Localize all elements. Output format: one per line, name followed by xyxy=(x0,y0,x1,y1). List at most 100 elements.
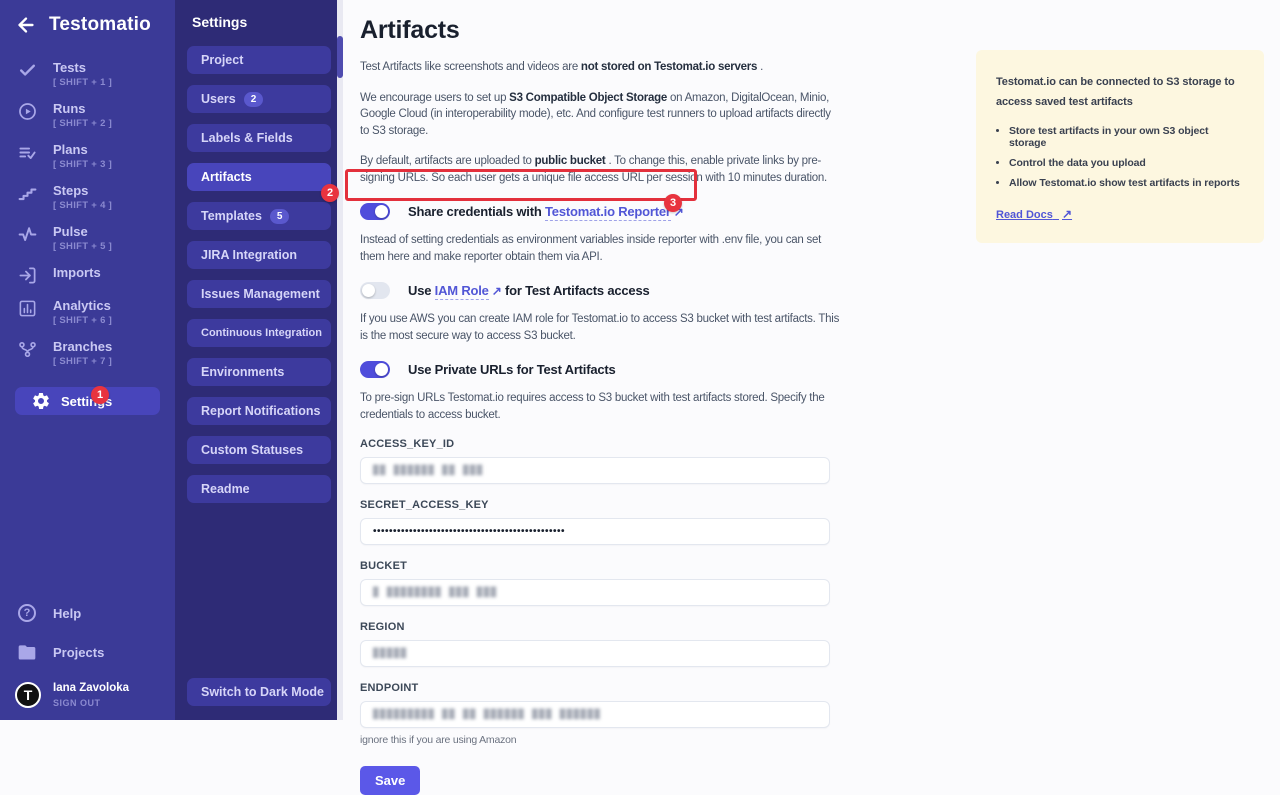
sidebar-bottom: Help Projects T Iana Zavoloka SIGN OUT xyxy=(0,602,175,708)
branch-icon xyxy=(15,339,39,359)
sidebar-item-plans[interactable]: Plans[ SHIFT + 3 ] xyxy=(15,142,160,170)
external-link-icon: ↗ xyxy=(1061,207,1073,221)
private-urls-label: Use Private URLs for Test Artifacts xyxy=(408,362,616,377)
folder-icon xyxy=(15,641,39,663)
iam-role-link[interactable]: IAM Role xyxy=(434,283,489,300)
app-title: Testomatio xyxy=(49,14,151,35)
sidebar-item-tests[interactable]: Tests[ SHIFT + 1 ] xyxy=(15,60,160,88)
bucket-label: BUCKET xyxy=(360,560,408,572)
settings-nav-readme[interactable]: Readme xyxy=(187,475,331,503)
annotation-step-2: 2 xyxy=(321,184,339,202)
private-urls-toggle[interactable] xyxy=(360,361,390,378)
sidebar-item-pulse[interactable]: Pulse[ SHIFT + 5 ] xyxy=(15,224,160,252)
secret-access-key-input[interactable]: ••••••••••••••••••••••••••••••••••••••••… xyxy=(360,518,830,545)
iam-role-label: Use IAM Role ↗ for Test Artifacts access xyxy=(408,283,650,300)
annotation-step-3: 3 xyxy=(664,194,682,212)
read-docs-link[interactable]: Read Docs ↗ xyxy=(996,207,1073,221)
settings-scrollbar[interactable] xyxy=(337,0,343,720)
settings-nav-report-notifications[interactable]: Report Notifications xyxy=(187,397,331,425)
play-circle-icon xyxy=(15,101,39,121)
secret-access-key-label: SECRET_ACCESS_KEY xyxy=(360,499,489,511)
settings-nav-labels-fields[interactable]: Labels & Fields xyxy=(187,124,331,152)
steps-icon xyxy=(15,183,39,203)
import-icon xyxy=(15,265,39,285)
intro-paragraph-3: By default, artifacts are uploaded to pu… xyxy=(360,155,828,184)
page-title: Artifacts xyxy=(360,16,460,44)
settings-nav-title: Settings xyxy=(192,14,248,30)
endpoint-input[interactable]: █████████ ██ ██ ██████ ███ ██████ xyxy=(360,701,830,728)
info-bullet: Control the data you upload xyxy=(1009,157,1244,169)
logo-row: Testomatio xyxy=(0,14,175,36)
endpoint-label: ENDPOINT xyxy=(360,682,419,694)
templates-count-badge: 5 xyxy=(269,208,290,224)
settings-nav-templates[interactable]: Templates 5 xyxy=(187,202,331,230)
avatar: T xyxy=(15,682,41,708)
scrollbar-thumb[interactable] xyxy=(337,36,343,78)
settings-nav-issues-management[interactable]: Issues Management xyxy=(187,280,331,308)
gear-icon xyxy=(29,391,53,411)
secret-access-key-field: SECRET_ACCESS_KEY ••••••••••••••••••••••… xyxy=(360,499,840,545)
region-field: REGION █████ xyxy=(360,621,840,667)
iam-role-toggle[interactable] xyxy=(360,282,390,299)
bucket-field: BUCKET █ ████████ ███ ███ xyxy=(360,560,840,606)
save-button[interactable]: Save xyxy=(360,766,421,795)
sidebar-item-steps[interactable]: Steps[ SHIFT + 4 ] xyxy=(15,183,160,211)
access-key-id-field: ACCESS_KEY_ID ██ ██████ ██ ███ xyxy=(360,438,840,484)
iam-role-description: If you use AWS you can create IAM role f… xyxy=(360,313,840,342)
main-content: Artifacts Test Artifacts like screenshot… xyxy=(343,0,1280,795)
sidebar-item-help[interactable]: Help xyxy=(15,602,160,624)
sidebar-item-settings[interactable]: Settings xyxy=(15,387,160,415)
settings-nav-panel: Settings Project Users 2 Labels & Fields… xyxy=(175,0,337,720)
intro-paragraph-2: We encourage users to set up S3 Compatib… xyxy=(360,91,831,137)
sidebar-item-imports[interactable]: Imports xyxy=(15,265,160,285)
info-panel-intro: Testomat.io can be connected to S3 stora… xyxy=(996,76,1235,108)
settings-nav-environments[interactable]: Environments xyxy=(187,358,331,386)
settings-nav-users[interactable]: Users 2 xyxy=(187,85,331,113)
share-credentials-toggle[interactable] xyxy=(360,203,390,220)
region-label: REGION xyxy=(360,621,405,633)
sidebar-item-analytics[interactable]: Analytics[ SHIFT + 6 ] xyxy=(15,298,160,326)
external-link-icon: ↗ xyxy=(491,284,502,298)
iam-role-row: Use IAM Role ↗ for Test Artifacts access xyxy=(360,282,840,300)
sign-out-link[interactable]: SIGN OUT xyxy=(53,698,101,708)
bar-chart-icon xyxy=(15,298,39,318)
user-menu[interactable]: T Iana Zavoloka SIGN OUT xyxy=(15,682,160,708)
sidebar-item-projects[interactable]: Projects xyxy=(15,641,160,663)
annotation-step-1: 1 xyxy=(91,386,109,404)
check-icon xyxy=(15,60,39,80)
info-panel-bullets: Store test artifacts in your own S3 obje… xyxy=(1009,125,1244,189)
settings-nav-project[interactable]: Project xyxy=(187,46,331,74)
settings-nav-jira-integration[interactable]: JIRA Integration xyxy=(187,241,331,269)
access-key-id-input[interactable]: ██ ██████ ██ ███ xyxy=(360,457,830,484)
info-bullet: Allow Testomat.io show test artifacts in… xyxy=(1009,177,1244,189)
share-credentials-description: Instead of setting credentials as enviro… xyxy=(360,234,822,263)
share-credentials-label: Share credentials with Testomat.io Repor… xyxy=(408,204,684,221)
endpoint-field: ENDPOINT █████████ ██ ██ ██████ ███ ████… xyxy=(360,682,840,746)
switch-dark-mode-button[interactable]: Switch to Dark Mode xyxy=(187,678,331,706)
info-panel: Testomat.io can be connected to S3 stora… xyxy=(976,50,1264,243)
region-input[interactable]: █████ xyxy=(360,640,830,667)
access-key-id-label: ACCESS_KEY_ID xyxy=(360,438,455,450)
sidebar-item-runs[interactable]: Runs[ SHIFT + 2 ] xyxy=(15,101,160,129)
settings-nav-custom-statuses[interactable]: Custom Statuses xyxy=(187,436,331,464)
private-urls-row: Use Private URLs for Test Artifacts xyxy=(360,361,840,378)
list-check-icon xyxy=(15,142,39,162)
pulse-icon xyxy=(15,224,39,244)
bucket-input[interactable]: █ ████████ ███ ███ xyxy=(360,579,830,606)
endpoint-hint: ignore this if you are using Amazon xyxy=(360,734,517,746)
sidebar-item-branches[interactable]: Branches[ SHIFT + 7 ] xyxy=(15,339,160,367)
user-name: Iana Zavoloka xyxy=(53,682,130,694)
main-sidebar: Testomatio Tests[ SHIFT + 1 ] Runs[ SHIF… xyxy=(0,0,175,720)
settings-nav-continuous-integration[interactable]: Continuous Integration xyxy=(187,319,331,347)
users-count-badge: 2 xyxy=(243,91,264,107)
help-icon xyxy=(15,602,39,624)
intro-paragraph-1: Test Artifacts like screenshots and vide… xyxy=(360,61,764,73)
primary-nav: Tests[ SHIFT + 1 ] Runs[ SHIFT + 2 ] Pla… xyxy=(0,60,175,426)
settings-nav-artifacts[interactable]: Artifacts xyxy=(187,163,331,191)
private-urls-description: To pre-sign URLs Testomat.io requires ac… xyxy=(360,392,825,421)
back-arrow-icon[interactable] xyxy=(15,14,37,36)
share-credentials-row: Share credentials with Testomat.io Repor… xyxy=(360,203,840,221)
testomat-reporter-link[interactable]: Testomat.io Reporter xyxy=(545,204,671,221)
info-bullet: Store test artifacts in your own S3 obje… xyxy=(1009,125,1244,149)
external-link-icon: ↗ xyxy=(673,205,684,219)
